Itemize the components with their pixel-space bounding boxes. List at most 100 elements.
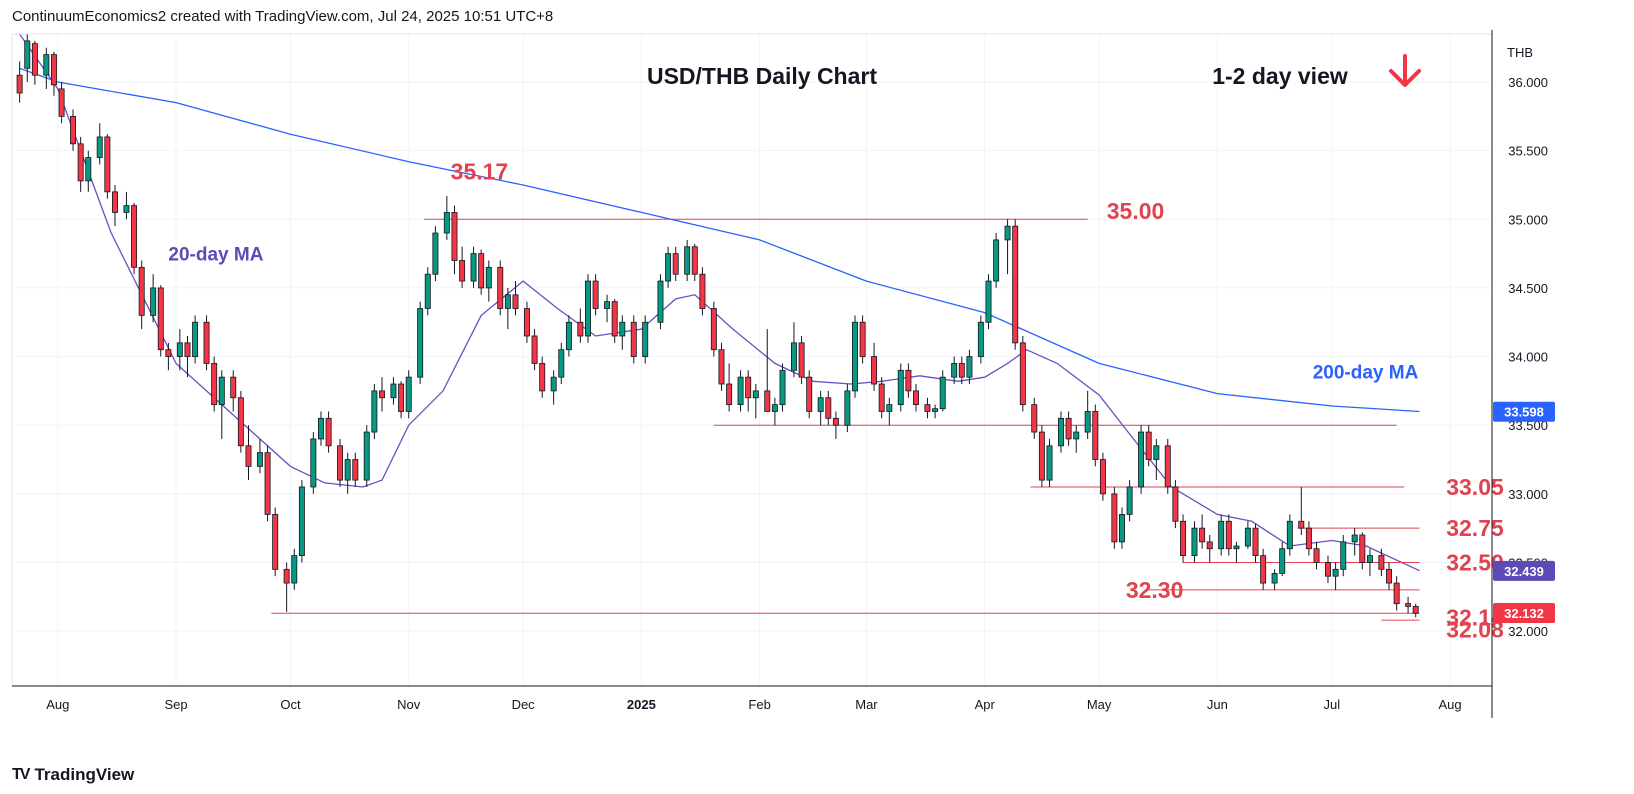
ma-line-200-day-ma xyxy=(19,67,1420,413)
candle-down xyxy=(1206,541,1213,550)
candle-up xyxy=(371,390,378,433)
candle-down xyxy=(905,369,912,392)
chart-annotations: USD/THB Daily Chart 1-2 day view 20-day MA… xyxy=(168,54,1504,643)
candle-down xyxy=(512,294,519,309)
candle-up xyxy=(1218,520,1225,550)
tradingview-brand: TradingView xyxy=(34,765,135,784)
x-tick-label: May xyxy=(1087,697,1112,712)
candle-up xyxy=(817,397,824,412)
y-tick-label: 36.000 xyxy=(1508,75,1548,90)
candle-up xyxy=(218,376,225,406)
candle-down xyxy=(531,335,538,364)
candle-down xyxy=(1359,534,1366,563)
x-tick-label: Mar xyxy=(855,697,878,712)
candle-up xyxy=(1126,486,1133,515)
candle-up xyxy=(985,280,992,323)
candle-down xyxy=(1172,486,1179,522)
candle-down xyxy=(859,321,866,357)
candle-down xyxy=(1099,459,1106,495)
candle-up xyxy=(344,459,351,481)
candle-down xyxy=(699,273,706,309)
candle-down xyxy=(913,390,919,406)
candle-down xyxy=(718,349,725,385)
x-tick-label: Apr xyxy=(975,697,996,712)
candle-down xyxy=(165,349,172,357)
candle-down xyxy=(138,266,145,316)
candle-up xyxy=(1153,445,1160,460)
candle-down xyxy=(1252,527,1259,556)
series-label: 200-day MA xyxy=(1313,363,1419,384)
level-label: 35.17 xyxy=(451,158,509,184)
candle-up xyxy=(1057,417,1064,447)
candle-down xyxy=(1305,527,1312,550)
down-arrow-icon xyxy=(1389,54,1421,87)
candle-up xyxy=(1286,520,1293,550)
candle-up xyxy=(1233,545,1240,550)
candle-up xyxy=(951,363,958,378)
candle-up xyxy=(619,321,626,337)
candle-up xyxy=(1351,534,1358,543)
candle-up xyxy=(310,438,317,488)
candle-up xyxy=(1271,573,1278,584)
candle-down xyxy=(451,212,458,261)
candle-down xyxy=(924,404,931,412)
candle-down xyxy=(710,308,717,351)
level-label: 32.30 xyxy=(1126,577,1184,603)
candle-up xyxy=(405,376,412,412)
series-label: 20-day MA xyxy=(168,244,263,265)
candle-up xyxy=(550,376,557,392)
price-tag-label: 32.132 xyxy=(1504,606,1544,621)
candle-down xyxy=(70,115,77,145)
candle-down xyxy=(1405,603,1412,607)
moving-average-lines xyxy=(19,33,1420,572)
x-tick-label: Jun xyxy=(1207,697,1228,712)
candle-down xyxy=(871,356,878,385)
candle-down xyxy=(1325,562,1331,577)
x-tick-label: Oct xyxy=(280,697,301,712)
candle-up xyxy=(43,54,50,76)
candle-down xyxy=(1145,431,1152,460)
candle-up xyxy=(443,212,450,234)
x-tick-label: Feb xyxy=(748,697,770,712)
chart-attribution: ContinuumEconomics2 created with Trading… xyxy=(12,8,554,25)
candle-down xyxy=(611,301,618,337)
candle-down xyxy=(325,417,332,447)
candle-down xyxy=(203,321,210,364)
candle-down xyxy=(230,376,237,399)
candle-up xyxy=(737,376,744,406)
candle-down xyxy=(16,74,23,94)
candle-down xyxy=(1298,520,1305,529)
x-tick-label: Sep xyxy=(164,697,187,712)
candle-down xyxy=(112,191,118,213)
candle-up xyxy=(192,321,199,357)
x-tick-label: Dec xyxy=(512,697,536,712)
candle-down xyxy=(745,376,752,399)
candle-up xyxy=(256,452,263,467)
plot-frame xyxy=(11,33,1493,687)
y-tick-label: 33.000 xyxy=(1508,487,1548,502)
candle-down xyxy=(577,321,584,337)
candle-down xyxy=(1180,520,1187,557)
candle-down xyxy=(459,260,466,282)
candle-up xyxy=(1279,548,1286,574)
level-label: 35.00 xyxy=(1107,198,1165,224)
candle-up xyxy=(317,417,324,440)
candle-up xyxy=(585,280,591,337)
price-tag-label: 33.598 xyxy=(1504,405,1544,420)
candle-up xyxy=(176,342,183,357)
candle-down xyxy=(497,266,504,309)
candle-up xyxy=(665,253,672,282)
candle-up xyxy=(504,294,511,309)
candle-up xyxy=(24,40,31,69)
candle-up xyxy=(1340,541,1347,570)
candle-up xyxy=(1332,568,1339,577)
candle-up xyxy=(1244,527,1251,547)
candle-up xyxy=(977,321,984,357)
candle-up xyxy=(432,232,439,275)
candle-down xyxy=(798,342,805,378)
candle-up xyxy=(752,390,759,399)
tradingview-footer[interactable]: TV TradingView xyxy=(12,765,134,785)
candle-down xyxy=(211,363,218,406)
candle-up xyxy=(852,321,858,392)
